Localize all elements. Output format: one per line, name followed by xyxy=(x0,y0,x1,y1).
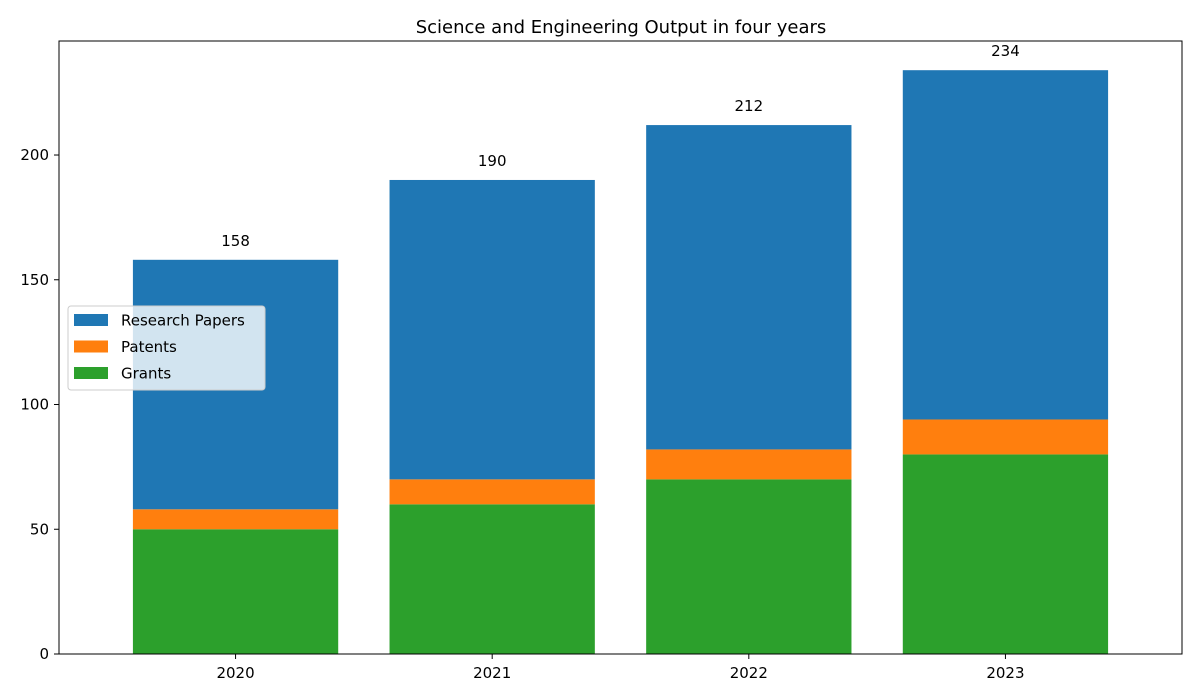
x-tick-label-2023: 2023 xyxy=(986,664,1024,682)
y-tick-label-50: 50 xyxy=(30,520,49,538)
y-tick-label-0: 0 xyxy=(39,645,49,663)
y-tick-label-150: 150 xyxy=(20,271,49,289)
total-label-2021: 190 xyxy=(478,152,507,170)
total-label-2022: 212 xyxy=(734,97,763,115)
legend-label-grants: Grants xyxy=(121,365,171,383)
bar-patents-2021 xyxy=(389,479,595,505)
legend-swatch-patents xyxy=(74,340,108,353)
bar-grants-2022 xyxy=(646,479,852,654)
bar-patents-2023 xyxy=(902,419,1109,455)
chart-title: Science and Engineering Output in four y… xyxy=(416,17,827,38)
bar-grants-2021 xyxy=(389,504,595,654)
bar-research-papers-2023 xyxy=(902,70,1109,420)
y-tick-label-200: 200 xyxy=(20,146,49,164)
legend-swatch-grants xyxy=(74,367,108,379)
bar-research-papers-2021 xyxy=(389,179,595,480)
total-label-2020: 158 xyxy=(221,232,250,250)
bar-patents-2022 xyxy=(646,449,852,480)
bar-grants-2023 xyxy=(902,454,1109,654)
legend: Research Papers Patents Grants xyxy=(67,305,266,391)
total-labels-group: 158 190 212 234 xyxy=(221,42,1020,250)
total-label-2023: 234 xyxy=(991,42,1020,60)
legend-label-research-papers: Research Papers xyxy=(121,312,245,330)
x-tick-label-2020: 2020 xyxy=(216,664,254,682)
x-tick-label-2022: 2022 xyxy=(730,664,768,682)
bar-patents-2020 xyxy=(132,509,339,530)
legend-swatch-research-papers xyxy=(74,314,108,326)
bar-grants-2020 xyxy=(132,529,339,654)
x-tick-label-2021: 2021 xyxy=(473,664,511,682)
legend-box xyxy=(67,305,266,391)
bars-group xyxy=(132,70,1109,654)
axes-group: 0 50 100 150 200 2020 2021 2022 2023 xyxy=(20,40,1183,682)
y-tick-label-100: 100 xyxy=(20,396,49,414)
legend-label-patents: Patents xyxy=(121,338,177,356)
bar-research-papers-2022 xyxy=(646,125,852,450)
plot-frame xyxy=(58,40,1183,655)
